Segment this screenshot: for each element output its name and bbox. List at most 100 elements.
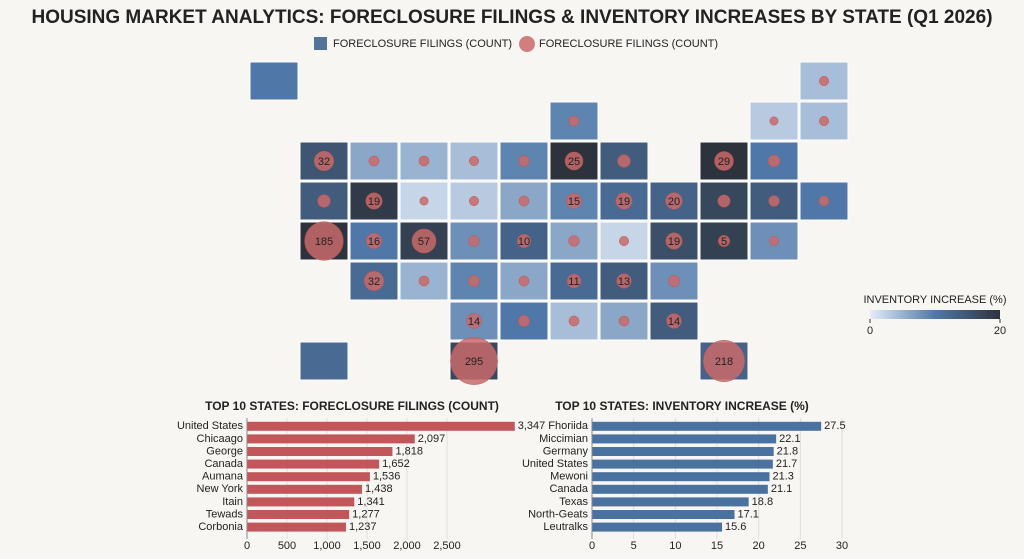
x-tick-label: 10 — [669, 540, 681, 552]
foreclosure-bubble — [665, 192, 683, 210]
legend-label: FORECLOSURE FILINGS (COUNT) — [333, 38, 512, 50]
foreclosure-bubble — [365, 232, 383, 250]
bubble-label: 14 — [468, 316, 480, 328]
foreclosure-bubble — [566, 273, 582, 289]
foreclosure-bubble — [718, 235, 730, 247]
bar — [592, 522, 722, 532]
bubble-label: 32 — [368, 276, 380, 288]
x-tick-label: 1,500 — [353, 540, 381, 552]
legend-swatch — [314, 37, 327, 50]
bar — [247, 497, 355, 507]
y-tick-label: Itain — [222, 496, 243, 508]
chart-subtitle: TOP 10 STATES: INVENTORY INCREASE (%) — [555, 399, 809, 413]
y-tick-label: Texas — [559, 496, 588, 508]
foreclosure-bubble — [418, 155, 430, 167]
value-label: 18.8 — [752, 496, 773, 508]
foreclosure-bubble — [317, 194, 331, 208]
y-tick-label: Canada — [204, 458, 243, 470]
x-tick-label: 1,000 — [313, 540, 341, 552]
bar — [247, 421, 515, 431]
value-label: 21.7 — [776, 458, 797, 470]
x-tick-label: 30 — [836, 540, 848, 552]
bubble-label: 5 — [721, 236, 727, 248]
foreclosure-bubble — [615, 192, 633, 210]
foreclosure-bubble — [618, 315, 630, 327]
foreclosure-bubble — [768, 195, 780, 207]
value-label: 27.5 — [824, 420, 845, 432]
bar — [592, 459, 773, 469]
foreclosure-bubble — [450, 337, 498, 385]
bar — [592, 421, 822, 431]
value-label: 17.1 — [738, 508, 759, 520]
foreclosure-bubble — [313, 150, 335, 172]
state-tile — [249, 61, 299, 101]
bubble-label: 57 — [418, 236, 430, 248]
foreclosure-bubble — [518, 155, 530, 167]
state-tile — [299, 341, 349, 381]
bar — [247, 510, 350, 519]
foreclosure-bubble — [516, 233, 532, 249]
y-tick-label: United States — [522, 458, 589, 470]
foreclosure-bubble — [769, 236, 779, 246]
y-tick-label: Aumana — [202, 471, 244, 483]
bar — [247, 447, 393, 456]
x-tick-label: 2,000 — [393, 540, 421, 552]
foreclosure-bubble — [617, 154, 631, 168]
value-label: 1,438 — [365, 483, 393, 495]
foreclosure-bubble — [363, 270, 385, 292]
x-tick-label: 5 — [631, 540, 637, 552]
bar — [592, 434, 777, 444]
y-tick-label: Canada — [549, 483, 588, 495]
foreclosure-bubble — [818, 195, 830, 207]
bar — [592, 447, 774, 456]
bubble-label: 13 — [618, 276, 630, 288]
y-tick-label: Germany — [543, 445, 589, 457]
page-title: HOUSING MARKET ANALYTICS: FORECLOSURE FI… — [31, 7, 992, 28]
colorbar-title: INVENTORY INCREASE (%) — [863, 294, 1006, 306]
foreclosure-bubble — [468, 275, 480, 287]
state-tile — [349, 181, 399, 221]
bar — [592, 472, 770, 482]
state-tile — [549, 261, 599, 301]
foreclosure-bubble — [518, 275, 530, 287]
foreclosure-bubble — [304, 221, 344, 261]
foreclosure-bubble — [418, 275, 430, 287]
colorbar-tick-label: 20 — [994, 325, 1006, 337]
foreclosure-bubble — [518, 315, 530, 327]
bubble-label: 19 — [668, 236, 680, 248]
foreclosure-bubble — [518, 195, 530, 207]
legend-swatch — [519, 36, 535, 52]
bar — [247, 472, 370, 482]
bubble-label: 185 — [315, 236, 333, 248]
x-tick-label: 20 — [753, 540, 765, 552]
foreclosure-bubble — [665, 232, 683, 250]
bar — [247, 459, 380, 469]
value-label: 22.1 — [779, 433, 800, 445]
y-tick-label: New York — [197, 483, 244, 495]
y-tick-label: Miccimian — [539, 433, 588, 445]
x-tick-label: 0 — [589, 540, 595, 552]
bar — [592, 484, 768, 494]
bubble-label: 25 — [568, 156, 580, 168]
x-tick-label: 25 — [794, 540, 806, 552]
bar — [247, 484, 363, 494]
bubble-label: 19 — [618, 196, 630, 208]
bubble-label: 14 — [668, 316, 680, 328]
foreclosure-bubble — [819, 116, 829, 126]
foreclosure-bubble — [568, 235, 580, 247]
value-label: 15.6 — [725, 521, 746, 533]
y-tick-label: Chicaago — [197, 433, 243, 445]
bubble-label: 19 — [368, 196, 380, 208]
value-label: 1,277 — [352, 508, 380, 520]
state-tile — [649, 261, 699, 301]
foreclosure-bubble — [466, 313, 482, 329]
value-label: 21.3 — [773, 471, 794, 483]
bar — [247, 522, 346, 532]
value-label: 3,347 — [518, 420, 546, 432]
foreclosure-bubble — [564, 151, 584, 171]
legend-label: FORECLOSURE FILINGS (COUNT) — [539, 38, 718, 50]
foreclosure-bubble — [703, 340, 745, 382]
state-tile — [299, 181, 349, 221]
y-tick-label: United States — [177, 420, 244, 432]
foreclosure-bubble — [568, 315, 580, 327]
